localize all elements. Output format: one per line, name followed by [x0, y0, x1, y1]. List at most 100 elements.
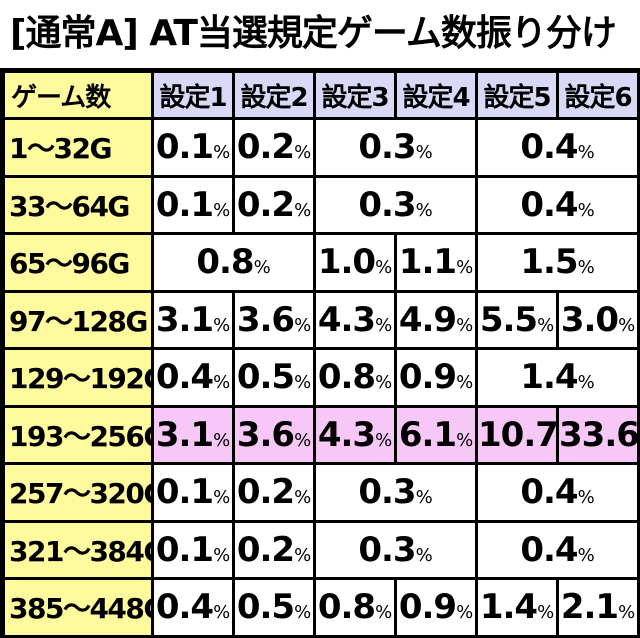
probability-cell: 0.1% [154, 522, 232, 577]
percent-sign: % [415, 199, 433, 221]
percent-sign: % [456, 372, 474, 394]
probability-cell: 0.5% [235, 350, 313, 405]
percent-sign: % [375, 602, 393, 624]
game-range-cell: 33〜64G [5, 177, 151, 232]
percent-sign: % [375, 257, 393, 279]
probability-value: 0.9 [398, 357, 457, 398]
percent-sign: % [415, 487, 433, 509]
probability-value: 2.1 [560, 587, 619, 628]
probability-cell: 1.0% [316, 235, 394, 290]
probability-value: 0.4 [520, 529, 578, 570]
probability-value: 0.1 [155, 184, 214, 225]
percent-sign: % [415, 544, 433, 566]
percent-sign: % [577, 544, 595, 566]
probability-value: 33.6 [559, 414, 637, 455]
probability-cell: 3.6% [235, 407, 313, 462]
probability-value: 0.2 [236, 472, 295, 513]
probability-cell: 0.9% [397, 580, 475, 635]
probability-cell: 0.8% [316, 580, 394, 635]
probability-value: 1.5 [520, 242, 578, 283]
probability-cell: 0.3% [316, 177, 475, 232]
probability-cell: 0.4% [478, 522, 637, 577]
probability-cell: 0.1% [154, 120, 232, 175]
percent-sign: % [415, 142, 433, 164]
probability-cell: 3.6% [235, 292, 313, 347]
percent-sign: % [294, 602, 312, 624]
probability-cell: 4.3% [316, 407, 394, 462]
game-range-cell: 129〜192G [5, 350, 151, 405]
probability-value: 4.3 [317, 299, 376, 340]
probability-value: 1.0 [317, 242, 376, 283]
percent-sign: % [577, 142, 595, 164]
percent-sign: % [213, 199, 231, 221]
percent-sign: % [294, 429, 312, 451]
probability-cell: 0.1% [154, 465, 232, 520]
percent-sign: % [375, 429, 393, 451]
probability-cell: 0.3% [316, 522, 475, 577]
probability-cell: 0.3% [316, 120, 475, 175]
percent-sign: % [213, 602, 231, 624]
probability-value: 0.3 [358, 184, 416, 225]
percent-sign: % [294, 487, 312, 509]
probability-value: 0.4 [520, 127, 578, 168]
setting-1-header: 設定1 [154, 73, 232, 117]
table-body: 1〜32G 0.1% 0.2% 0.3% 0.4% 33〜64G 0.1% 0.2% 0.3% 0… [5, 120, 637, 635]
probability-value: 0.1 [155, 529, 214, 570]
page-title: [通常A] AT当選規定ゲーム数振り分け [0, 0, 640, 68]
percent-sign: % [537, 314, 555, 336]
probability-cell: 3.0% [559, 292, 637, 347]
probability-cell: 3.1% [154, 292, 232, 347]
probability-value: 1.4 [479, 587, 538, 628]
probability-value: 0.4 [155, 357, 214, 398]
probability-value: 10.7 [478, 414, 556, 455]
setting-3-header: 設定3 [316, 73, 394, 117]
probability-value: 5.5 [479, 299, 538, 340]
percent-sign: % [294, 372, 312, 394]
probability-value: 3.1 [155, 299, 214, 340]
game-range-cell: 321〜384G [5, 522, 151, 577]
percent-sign: % [456, 429, 474, 451]
percent-sign: % [213, 544, 231, 566]
probability-cell: 33.6% [559, 407, 637, 462]
probability-value: 3.6 [236, 414, 295, 455]
probability-value: 0.8 [196, 242, 254, 283]
probability-cell: 6.1% [397, 407, 475, 462]
probability-cell: 4.3% [316, 292, 394, 347]
probability-cell: 0.5% [235, 580, 313, 635]
game-range-cell: 257〜320G [5, 465, 151, 520]
probability-cell: 0.8% [154, 235, 313, 290]
probability-value: 0.4 [520, 184, 578, 225]
table-row: 97〜128G 3.1% 3.6% 4.3% 4.9% 5.5% 3.0% [5, 292, 637, 347]
probability-cell: 0.4% [478, 465, 637, 520]
table-row: 129〜192G 0.4% 0.5% 0.8% 0.9% 1.4% [5, 350, 637, 405]
percent-sign: % [577, 199, 595, 221]
probability-cell: 0.1% [154, 177, 232, 232]
probability-cell: 0.2% [235, 522, 313, 577]
percent-sign: % [294, 142, 312, 164]
setting-6-header: 設定6 [559, 73, 637, 117]
percent-sign: % [294, 314, 312, 336]
percent-sign: % [577, 487, 595, 509]
percent-sign: % [294, 544, 312, 566]
probability-value: 0.9 [398, 587, 457, 628]
game-range-cell: 1〜32G [5, 120, 151, 175]
table-row: 257〜320G 0.1% 0.2% 0.3% 0.4% [5, 465, 637, 520]
probability-value: 0.1 [155, 472, 214, 513]
table-row: 321〜384G 0.1% 0.2% 0.3% 0.4% [5, 522, 637, 577]
probability-value: 0.8 [317, 357, 376, 398]
header-row: ゲーム数 設定1 設定2 設定3 設定4 設定5 設定6 [5, 73, 637, 117]
probability-cell: 5.5% [478, 292, 556, 347]
percent-sign: % [456, 257, 474, 279]
percent-sign: % [577, 372, 595, 394]
percent-sign: % [577, 257, 595, 279]
percent-sign: % [375, 314, 393, 336]
at-distribution-table: ゲーム数 設定1 設定2 設定3 設定4 設定5 設定6 1〜32G 0.1% 0.… [2, 70, 640, 638]
probability-cell: 0.9% [397, 350, 475, 405]
probability-value: 3.0 [560, 299, 619, 340]
probability-cell: 10.7% [478, 407, 556, 462]
probability-cell: 1.1% [397, 235, 475, 290]
probability-value: 0.5 [236, 587, 295, 628]
probability-cell: 3.1% [154, 407, 232, 462]
probability-cell: 0.4% [154, 350, 232, 405]
game-count-header: ゲーム数 [5, 73, 151, 117]
